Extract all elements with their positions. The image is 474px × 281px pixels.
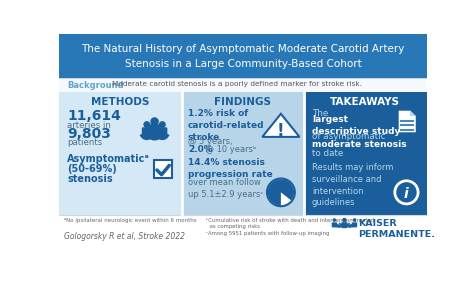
Text: largest
descriptive study: largest descriptive study [312,115,400,136]
Text: @ 5 years,: @ 5 years, [188,137,233,146]
Polygon shape [399,111,416,132]
Text: 14.4% stenosis
progression rate: 14.4% stenosis progression rate [188,158,273,179]
Bar [59,78,427,92]
FancyBboxPatch shape [154,160,173,178]
Text: (50-69%): (50-69%) [67,164,117,174]
Text: !: ! [277,122,285,140]
Text: to date: to date [312,149,343,158]
Text: Stenosis in a Large Community-Based Cohort: Stenosis in a Large Community-Based Coho… [125,59,361,69]
Text: ᵇCumulative risk of stroke with death and intervention treated
  as competing ri: ᵇCumulative risk of stroke with death an… [207,218,374,236]
Circle shape [150,117,159,126]
Bar [59,34,427,78]
Text: 2.0%: 2.0% [188,145,213,154]
Text: arteries in: arteries in [67,121,111,130]
FancyBboxPatch shape [341,222,347,228]
Text: TAKEAWAYS: TAKEAWAYS [330,97,401,107]
Text: @ 10 yearsᵇ: @ 10 yearsᵇ [203,145,257,154]
Polygon shape [410,111,416,116]
Text: The Natural History of Asymptomatic Moderate Carotid Artery: The Natural History of Asymptomatic Mode… [81,44,405,55]
Bar [59,92,182,216]
Circle shape [159,121,166,128]
Text: Asymptomaticᵃ: Asymptomaticᵃ [67,154,150,164]
Bar [182,92,304,216]
FancyBboxPatch shape [142,127,152,136]
Text: of asymptomatic: of asymptomatic [312,132,385,141]
Circle shape [353,218,356,222]
FancyBboxPatch shape [352,222,357,227]
Text: stenosis: stenosis [67,174,113,184]
Text: 1.2% risk of
carotid-related
stroke: 1.2% risk of carotid-related stroke [188,109,264,142]
Text: 11,614: 11,614 [67,109,121,123]
Text: Background: Background [67,81,124,90]
Text: Moderate carotid stenosis is a poorly defined marker for stroke risk.: Moderate carotid stenosis is a poorly de… [112,81,362,87]
Text: METHODS: METHODS [91,97,150,107]
Text: FINDINGS: FINDINGS [214,97,272,107]
Circle shape [143,121,150,128]
Circle shape [342,218,346,222]
Text: moderate stenosis: moderate stenosis [312,140,407,149]
Wedge shape [268,179,294,205]
Polygon shape [262,114,300,137]
Circle shape [267,178,295,206]
Bar [59,216,427,250]
Text: i: i [404,187,409,201]
Text: over mean follow
up 5.1±2.9 yearsᶜ: over mean follow up 5.1±2.9 yearsᶜ [188,178,263,199]
Text: Results may inform
surveillance and
intervention
guidelines: Results may inform surveillance and inte… [312,163,393,207]
FancyBboxPatch shape [157,127,167,136]
Bar [304,92,427,216]
FancyBboxPatch shape [149,124,160,134]
Text: KAISER
PERMANENTE.: KAISER PERMANENTE. [358,219,436,239]
Text: patients: patients [67,139,102,148]
Circle shape [333,218,336,222]
FancyBboxPatch shape [332,222,337,227]
Text: 9,803: 9,803 [67,127,111,141]
Text: ᵃNo ipsilateral neurologic event within 6 months: ᵃNo ipsilateral neurologic event within … [64,218,197,223]
Text: The: The [312,109,331,118]
Text: Gologorsky R et al, Stroke 2022: Gologorsky R et al, Stroke 2022 [64,232,185,241]
